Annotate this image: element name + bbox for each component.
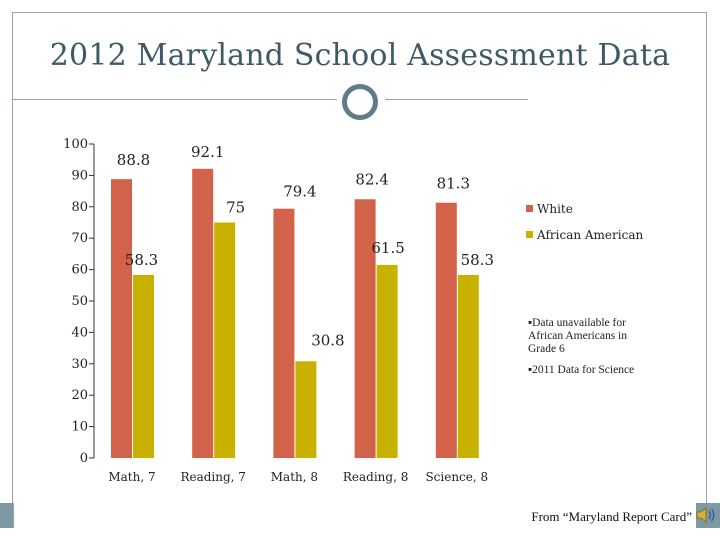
bar-white-1 <box>111 179 132 458</box>
bar-african-american-1 <box>133 274 154 458</box>
data-label-white-4: 82.4 <box>355 170 388 188</box>
note-science: ▪2011 Data for Science <box>528 363 635 376</box>
y-tick-label: 90 <box>71 168 88 183</box>
footer-panel <box>13 503 696 528</box>
y-tick-label: 60 <box>71 263 88 278</box>
data-label-white-3: 79.4 <box>283 183 316 201</box>
x-tick-label: Math, 7 <box>108 470 155 484</box>
x-tick-label: Reading, 8 <box>343 470 408 484</box>
bar-african-american-5 <box>457 274 479 458</box>
data-label-african-american-5: 58.3 <box>461 251 494 269</box>
title-ring-ornament <box>342 84 378 120</box>
data-label-african-american-4: 61.5 <box>371 239 404 257</box>
legend-swatch-white <box>526 205 533 212</box>
page-title: 2012 Maryland School Assessment Data <box>49 38 671 73</box>
data-label-african-american-1: 58.3 <box>125 251 158 269</box>
bar-african-american-3 <box>295 361 317 458</box>
legend-label-white: White <box>537 202 573 216</box>
data-label-african-american-2: 75 <box>226 199 245 217</box>
data-label-white-5: 81.3 <box>437 175 470 193</box>
y-tick-label: 50 <box>71 294 88 309</box>
x-tick-label: Science, 8 <box>425 470 488 484</box>
data-label-white-2: 92.1 <box>191 143 224 161</box>
bar-white-3 <box>273 208 295 458</box>
y-tick-label: 40 <box>71 325 88 340</box>
y-tick-label: 100 <box>63 137 88 152</box>
legend-label-african-american: African American <box>537 228 644 242</box>
x-tick-label: Math, 8 <box>271 470 318 484</box>
y-tick-label: 20 <box>71 388 88 403</box>
title-divider-left <box>13 99 337 100</box>
bar-african-american-4 <box>376 264 398 458</box>
data-label-african-american-3: 30.8 <box>311 331 344 349</box>
speaker-icon[interactable] <box>695 505 717 525</box>
note-grade6: ▪Data unavailable for African Americans … <box>528 317 627 355</box>
y-tick-label: 10 <box>71 420 88 435</box>
bar-white-2 <box>192 168 214 458</box>
bar-white-5 <box>435 202 457 458</box>
legend-swatch-african-american <box>526 231 533 238</box>
y-tick-label: 30 <box>71 357 88 372</box>
bar-african-american-2 <box>214 222 236 458</box>
data-label-white-1: 88.8 <box>117 151 150 169</box>
y-tick-label: 80 <box>71 200 88 215</box>
chart-notes: ▪Data unavailable for African Americans … <box>528 317 653 385</box>
source-credit: From “Maryland Report Card” <box>531 509 692 524</box>
title-divider-right <box>385 99 528 100</box>
y-tick-label: 0 <box>80 451 88 466</box>
y-tick-label: 70 <box>71 231 88 246</box>
x-tick-label: Reading, 7 <box>180 470 245 484</box>
bar-white-4 <box>354 199 376 459</box>
